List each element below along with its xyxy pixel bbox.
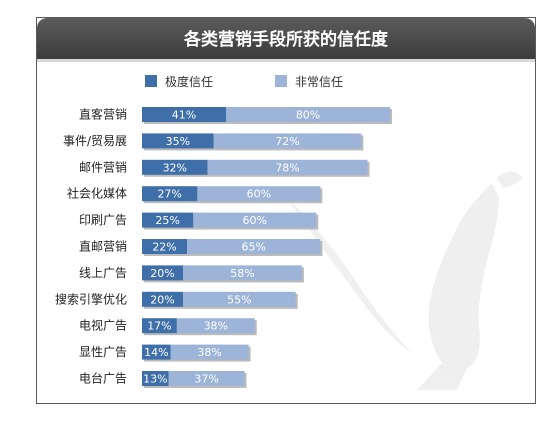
category-label: 社会化媒体 <box>67 186 127 201</box>
bar-series-1 <box>142 159 208 175</box>
bar-series-2 <box>207 159 368 175</box>
bar-series-2 <box>226 107 391 122</box>
data-label-series-2: 37% <box>194 373 218 386</box>
data-label-series-1: 32% <box>163 161 187 174</box>
category-label: 邮件营销 <box>79 160 127 174</box>
data-label-series-1: 22% <box>152 241 176 254</box>
bar-series-2 <box>187 239 321 254</box>
data-label-series-1: 27% <box>157 188 181 201</box>
bar-series-1 <box>142 239 188 254</box>
data-label-series-1: 25% <box>155 214 179 227</box>
category-label: 线上广告 <box>79 266 127 280</box>
data-label-series-1: 13% <box>143 373 167 386</box>
bar-series-1 <box>142 186 198 202</box>
bar-series-2 <box>183 291 296 307</box>
category-label: 事件/贸易展 <box>63 134 127 148</box>
bar-series-2 <box>197 186 321 202</box>
chart-title: 各类营销手段所获的信任度 <box>37 18 535 62</box>
category-label: 直客营销 <box>79 107 127 122</box>
data-label-series-1: 20% <box>150 267 174 280</box>
bar-series-2 <box>213 133 362 149</box>
data-label-series-1: 41% <box>172 109 196 122</box>
bar-row: 直客营销 41% 80% <box>79 107 393 124</box>
data-label-series-2: 60% <box>247 188 271 201</box>
bar-row: 搜索引擎优化 20% 55% <box>55 291 298 309</box>
data-label-series-2: 60% <box>243 214 267 227</box>
data-label-series-1: 35% <box>166 135 190 148</box>
legend-label-series-2: 非常信任 <box>295 75 343 89</box>
data-label-series-1: 20% <box>150 293 174 306</box>
category-label: 搜索引擎优化 <box>55 291 127 306</box>
category-label: 印刷广告 <box>79 213 127 227</box>
bar-row: 电视广告 17% 38% <box>79 318 257 336</box>
bar-series-2 <box>176 318 255 334</box>
data-label-series-2: 58% <box>230 267 254 280</box>
data-label-series-2: 78% <box>275 161 299 174</box>
bar-series-1 <box>142 318 177 334</box>
bar-row: 电台广告 13% 37% <box>79 371 247 388</box>
category-label: 电台广告 <box>79 371 127 386</box>
category-label: 直邮营销 <box>79 240 127 254</box>
bar-series-1 <box>142 371 169 386</box>
bar-series-2 <box>193 212 317 228</box>
legend-swatch-series-2 <box>275 75 287 87</box>
data-label-series-2: 55% <box>227 293 251 306</box>
bar-row: 社会化媒体 27% 60% <box>67 186 323 204</box>
legend-label-series-1: 极度信任 <box>165 74 213 89</box>
data-label-series-2: 65% <box>241 241 265 254</box>
chart-card: 极度信任 非常信任直客营销 41% 80% 事件/贸易展 35% 72% 邮件营销 32% 78%… <box>36 17 536 404</box>
bar-series-1 <box>142 344 171 360</box>
bar-series-2 <box>168 371 245 386</box>
data-label-series-2: 80% <box>296 109 320 122</box>
bar-row: 事件/贸易展 35% 72% <box>63 133 364 151</box>
bar-row: 显性广告 14% 38% <box>79 344 251 362</box>
data-label-series-2: 38% <box>197 346 221 359</box>
bar-series-1 <box>142 265 183 281</box>
bar-row: 邮件营销 32% 78% <box>79 159 370 177</box>
legend-swatch-series-1 <box>145 75 157 87</box>
bar-series-1 <box>142 212 194 228</box>
data-label-series-2: 72% <box>275 135 299 148</box>
category-label: 电视广告 <box>79 318 127 333</box>
bar-row: 直邮营销 22% 65% <box>79 239 323 256</box>
bar-series-2 <box>170 344 249 360</box>
bar-row: 印刷广告 25% 60% <box>79 212 319 230</box>
bar-series-2 <box>183 265 302 281</box>
bar-series-1 <box>142 133 214 149</box>
data-label-series-1: 14% <box>144 346 168 359</box>
legend: 极度信任 非常信任 <box>145 74 343 89</box>
bar-series-1 <box>142 291 183 307</box>
category-label: 显性广告 <box>79 345 127 359</box>
bar-row: 线上广告 20% 58% <box>79 265 304 283</box>
kangaroo-watermark <box>287 171 523 390</box>
bar-series-1 <box>142 107 227 122</box>
data-label-series-2: 38% <box>204 320 228 333</box>
data-label-series-1: 17% <box>147 320 171 333</box>
